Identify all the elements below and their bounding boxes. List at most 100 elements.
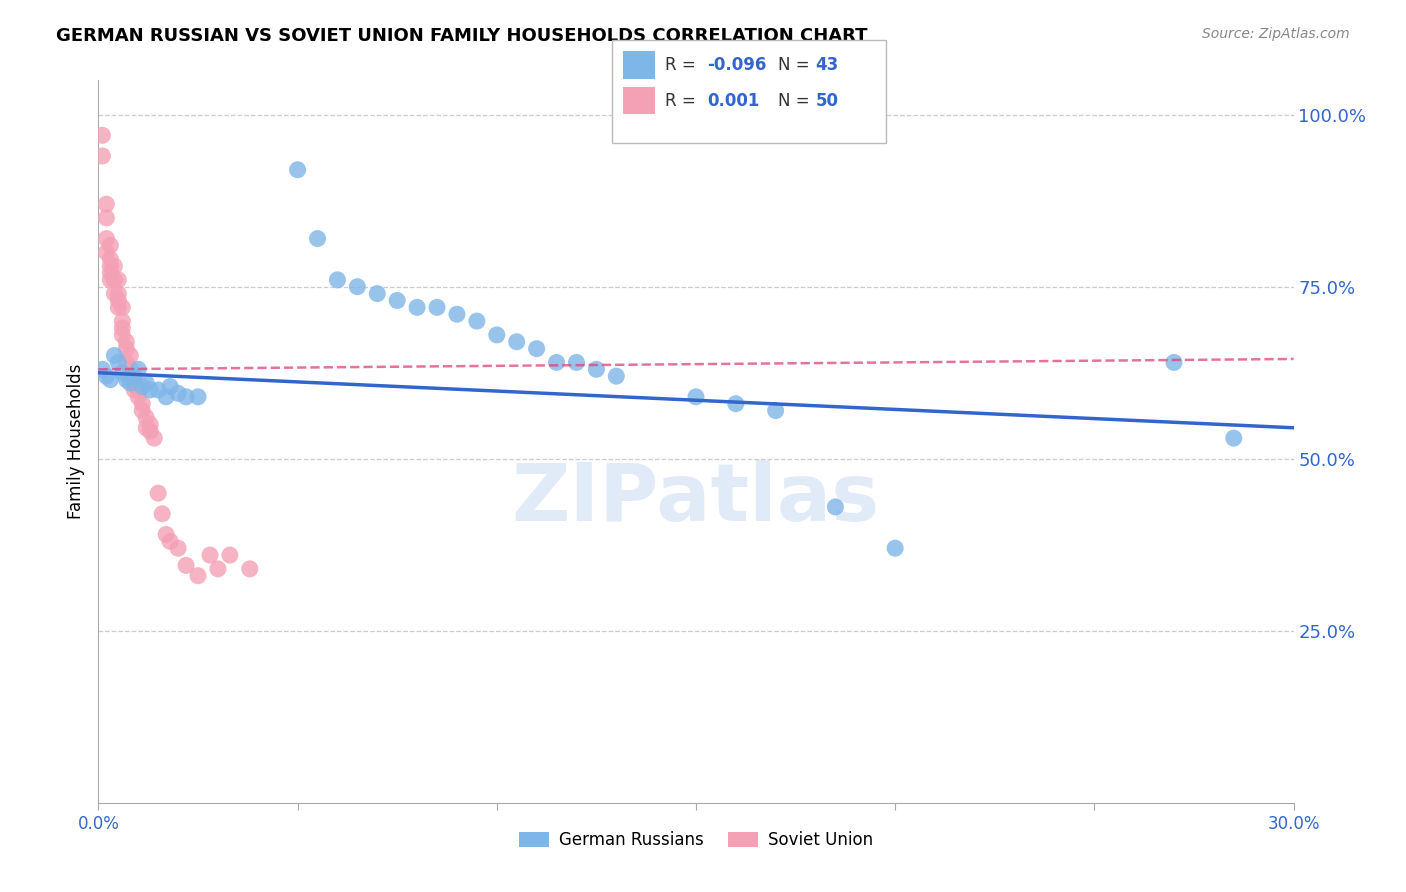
Point [120,376,142,390]
Point [585,362,607,376]
Point [115,355,138,369]
Point [198,548,221,562]
Point [239,562,262,576]
Point [155,390,177,404]
Text: 0.001: 0.001 [707,92,759,110]
Text: N =: N = [778,56,808,74]
Point [124,376,146,390]
Point [139,417,162,432]
Point [366,286,388,301]
Point [96,211,118,225]
Point [107,355,129,369]
Point [96,231,118,245]
Point [174,558,197,573]
Point [131,397,153,411]
Point [159,534,181,549]
Point [120,349,142,363]
Text: 50: 50 [815,92,838,110]
Point [135,410,157,425]
Point [326,273,349,287]
Point [174,390,197,404]
Text: GERMAN RUSSIAN VS SOVIET UNION FAMILY HOUSEHOLDS CORRELATION CHART: GERMAN RUSSIAN VS SOVIET UNION FAMILY HO… [56,27,868,45]
Point [546,355,568,369]
Point [287,162,309,177]
Point [107,273,129,287]
Point [155,527,177,541]
Point [139,383,162,397]
Point [207,562,229,576]
Point [115,373,138,387]
Point [98,238,122,252]
Point [98,273,122,287]
Point [103,259,125,273]
Point [124,383,146,397]
Point [219,548,242,562]
Text: -0.096: -0.096 [707,56,766,74]
Point [111,321,134,335]
Point [1163,355,1185,369]
Point [98,252,122,267]
Point [765,403,787,417]
Point [605,369,627,384]
Point [159,379,181,393]
Text: ZIPatlas: ZIPatlas [512,460,880,539]
Point [685,390,707,404]
Point [150,507,173,521]
Point [148,486,170,500]
Point [485,327,508,342]
Text: 43: 43 [815,56,839,74]
Point [91,362,114,376]
Point [307,231,329,245]
Point [135,421,157,435]
Point [111,301,134,315]
Point [127,383,149,397]
Point [98,373,122,387]
Text: R =: R = [665,92,696,110]
Point [135,376,157,390]
Point [120,369,142,384]
Point [884,541,907,556]
Point [120,362,142,376]
Point [139,424,162,438]
Point [167,541,190,556]
Point [91,128,114,143]
Point [115,334,138,349]
Text: Source: ZipAtlas.com: Source: ZipAtlas.com [1202,27,1350,41]
Point [187,568,209,582]
Point [103,349,125,363]
Point [148,383,170,397]
Point [98,259,122,273]
Point [167,386,190,401]
Point [124,369,146,384]
Point [91,149,114,163]
Text: N =: N = [778,92,808,110]
Point [465,314,488,328]
Point [131,379,153,393]
Point [103,273,125,287]
Point [103,286,125,301]
Point [96,197,118,211]
Point [346,279,368,293]
Point [98,266,122,280]
Point [187,390,209,404]
Point [1223,431,1246,445]
Point [127,390,149,404]
Point [111,314,134,328]
Point [127,362,149,376]
Point [131,403,153,417]
Point [96,369,118,384]
Point [107,293,129,308]
Point [111,366,134,380]
Point [565,355,588,369]
Point [506,334,529,349]
Y-axis label: Family Households: Family Households [66,364,84,519]
Point [385,293,409,308]
Point [111,327,134,342]
Point [107,301,129,315]
Point [426,301,449,315]
Point [446,307,468,321]
Point [824,500,846,514]
Point [526,342,548,356]
Point [406,301,429,315]
Text: R =: R = [665,56,696,74]
